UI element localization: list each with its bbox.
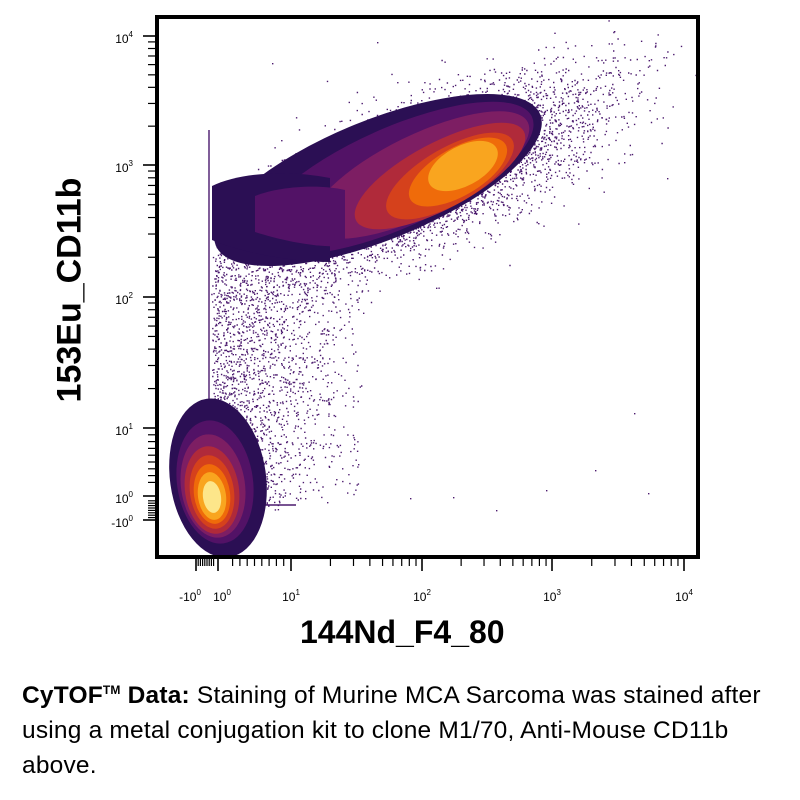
density-contours	[169, 94, 542, 557]
x-tick-label: 103	[543, 588, 561, 604]
x-axis: -100 100 101 102 103 104	[179, 559, 693, 604]
y-tick-label: 104	[115, 30, 133, 46]
plot-frame	[155, 15, 700, 559]
y-axis: -100 100 101 102 103 104	[111, 30, 155, 530]
y-tick-label: -100	[111, 514, 133, 530]
y-tick-label: 100	[115, 490, 133, 506]
x-tick-label: 102	[413, 588, 431, 604]
main-population-contour	[255, 186, 345, 247]
y-tick-label: 103	[115, 159, 133, 175]
caption-bold: CyTOFTM Data:	[22, 682, 190, 710]
figure-caption: CyTOFTM Data: Staining of Murine MCA Sar…	[22, 673, 792, 783]
low-population-contour	[202, 481, 222, 513]
density-plot: -100 100 101 102 103 104 -100 100 101 102 103 104	[111, 15, 700, 604]
y-axis-title-wrap: 153Eu_CD11b	[45, 155, 95, 425]
x-tick-label: -100	[179, 588, 201, 604]
y-axis-title: 153Eu_CD11b	[50, 177, 89, 403]
main-population-contour	[428, 140, 498, 192]
y-tick-label: 101	[115, 422, 133, 438]
x-tick-label: 100	[213, 588, 231, 604]
caption-text: Staining of Murine MCA Sarcoma was stain…	[22, 682, 761, 780]
y-tick-label: 102	[115, 291, 133, 307]
x-axis-title: 144Nd_F4_80	[300, 614, 505, 650]
x-tick-label: 101	[282, 588, 300, 604]
x-tick-label: 104	[675, 588, 693, 604]
